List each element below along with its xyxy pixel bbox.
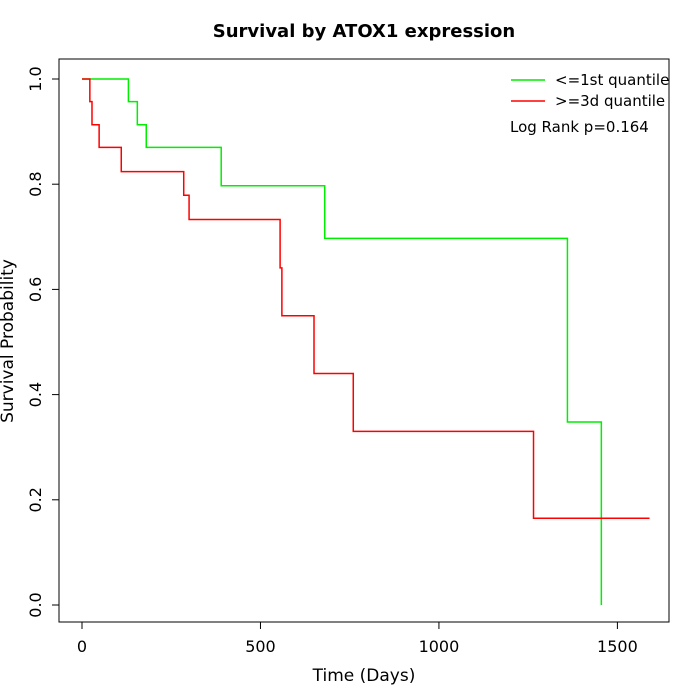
- log-rank-annotation: Log Rank p=0.164: [510, 118, 649, 136]
- legend-label: >=3d quantile: [555, 92, 665, 110]
- survival-curve-2: [82, 78, 650, 519]
- y-tick-label: 0.8: [26, 171, 45, 196]
- x-tick-label: 1000: [419, 637, 460, 656]
- y-axis-label: Survival Probability: [0, 259, 18, 423]
- chart-title: Survival by ATOX1 expression: [213, 21, 515, 42]
- y-axis: 0.0 0.2 0.4 0.6 0.8 1.0: [26, 66, 60, 618]
- survival-curve-1: [82, 78, 603, 605]
- legend-label: <=1st quantile: [555, 71, 669, 89]
- x-tick-label: 500: [245, 637, 276, 656]
- y-tick-label: 0.6: [26, 277, 45, 302]
- x-axis-label: Time (Days): [312, 666, 416, 686]
- y-tick-label: 1.0: [26, 66, 45, 91]
- y-tick-label: 0.4: [26, 382, 45, 407]
- series-layer: [82, 78, 650, 605]
- x-tick-label: 1500: [597, 637, 638, 656]
- y-tick-label: 0.2: [26, 487, 45, 512]
- x-tick-label: 0: [77, 637, 87, 656]
- legend: <=1st quantile >=3d quantile: [511, 71, 669, 110]
- x-axis: 0 500 1000 1500: [77, 621, 638, 656]
- y-tick-label: 0.0: [26, 592, 45, 617]
